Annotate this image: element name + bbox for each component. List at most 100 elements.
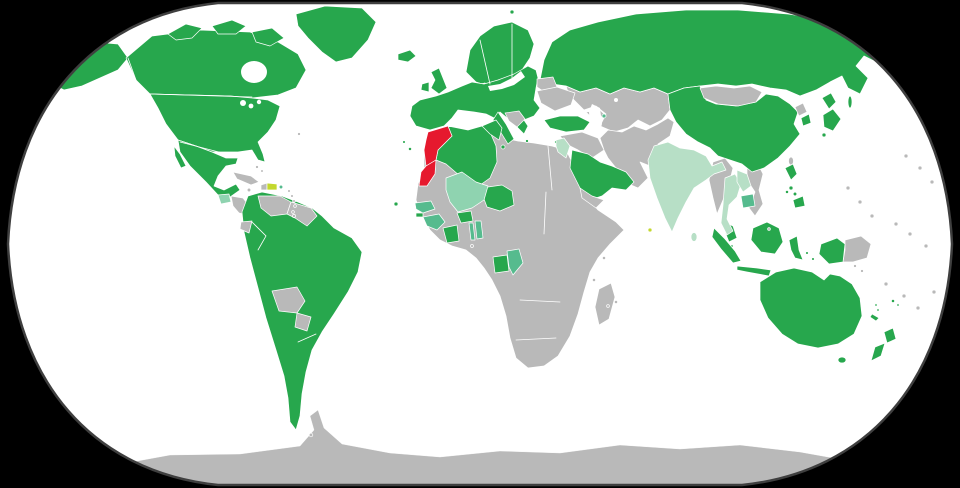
border-chad-sudan [543, 191, 547, 235]
region-new-zealand-south [870, 342, 886, 362]
country-bolivia [271, 286, 306, 314]
country-guinea-bissau [415, 212, 424, 218]
country-greenland [295, 5, 377, 63]
island-sumatra [711, 227, 742, 264]
island-tasmania [837, 356, 847, 364]
projection-outline [6, 1, 954, 487]
island-puerto-rico [278, 184, 284, 190]
region-baffin-island [251, 27, 285, 47]
island-vanuatu-2 [876, 308, 880, 312]
border-libya-egypt [547, 145, 553, 191]
country-paraguay [294, 312, 312, 332]
country-italy [492, 111, 515, 145]
island-pacific-2 [857, 199, 863, 205]
region-baja-california [173, 145, 187, 169]
water-hudson-bay [241, 61, 267, 83]
region-western-sahara [418, 159, 437, 187]
island-svalbard [509, 9, 515, 15]
country-senegal [414, 200, 436, 214]
island-brunei [767, 227, 771, 231]
pale-green-regions [555, 137, 752, 242]
country-laos [736, 169, 752, 193]
island-pacific-4 [903, 153, 909, 159]
island-jamaica [246, 187, 252, 193]
island-maldives [647, 227, 653, 233]
country-madagascar [594, 282, 616, 326]
region-west-new-guinea [818, 237, 846, 265]
island-vanuatu-1 [874, 303, 878, 307]
island-comoros [592, 278, 596, 282]
region-canadian-arctic-1 [167, 23, 203, 41]
island-trinidad [292, 214, 296, 218]
border-south-america-1 [251, 221, 267, 251]
country-papua-new-guinea [842, 235, 872, 263]
island-pacific-8 [907, 231, 913, 237]
island-sakhalin [847, 95, 853, 109]
country-cuba [232, 171, 260, 186]
region-antarctica [59, 409, 913, 485]
island-antilles-2 [290, 194, 294, 198]
country-australia [759, 267, 863, 349]
island-borneo [750, 221, 784, 255]
country-south-korea [800, 113, 812, 127]
country-yemen [579, 187, 605, 209]
water-great-lakes-1 [240, 100, 246, 106]
island-new-caledonia [869, 313, 880, 322]
teal-regions [278, 113, 756, 276]
country-mongolia [699, 85, 763, 107]
country-burkina-faso [456, 210, 474, 224]
water-baltic-sea [488, 71, 525, 91]
island-pacific-3 [869, 213, 875, 219]
region-levant [555, 137, 571, 159]
region-japan-honshu [822, 108, 842, 132]
island-crete [525, 139, 529, 143]
region-canadian-arctic-2 [211, 19, 247, 35]
country-border-lines [127, 23, 561, 343]
region-philippines-visayas-3 [785, 190, 789, 194]
country-congo [506, 248, 524, 276]
region-philippines-luzon [784, 163, 798, 181]
light-teal-regions [217, 171, 489, 213]
inland-water [240, 61, 618, 138]
island-cape-verde [393, 201, 399, 207]
water-aral-sea [614, 98, 618, 102]
region-new-zealand-north [883, 327, 897, 344]
country-russia [539, 9, 905, 97]
island-fiji-2 [896, 303, 900, 307]
island-reunion [606, 304, 610, 308]
island-sicily [500, 144, 506, 150]
island-antilles-5 [291, 210, 295, 214]
country-guinea [422, 213, 446, 231]
country-azerbaijan [601, 113, 607, 119]
region-japan-hokkaido [821, 92, 837, 110]
island-canary [408, 147, 412, 151]
border-southern-africa-1 [519, 299, 561, 303]
border-alaska-canada [127, 57, 137, 81]
border-norway-sweden [479, 39, 491, 85]
country-ivory-coast [442, 224, 460, 244]
region-japan-kyushu [821, 132, 827, 138]
country-united-kingdom [430, 67, 448, 95]
country-benin [474, 220, 484, 240]
island-fiji-1 [891, 299, 895, 303]
yellow-regions [266, 182, 653, 233]
island-madeira [402, 140, 406, 144]
island-pacific-11 [901, 293, 907, 299]
country-north-korea [794, 102, 808, 117]
country-sri-lanka [690, 232, 698, 242]
island-mauritius [614, 300, 618, 304]
region-south-america [241, 191, 363, 431]
water-caspian-sea [589, 104, 602, 138]
country-guatemala [217, 193, 232, 205]
island-antilles-1 [287, 189, 291, 193]
island-solomon-1 [853, 264, 857, 268]
island-solomon-2 [860, 269, 864, 273]
island-pacific-13 [931, 289, 937, 295]
border-us-canada [149, 93, 253, 98]
country-tunisia [481, 119, 503, 141]
island-pacific-10 [883, 281, 889, 287]
island-antilles-3 [292, 199, 296, 203]
water-great-lakes-3 [256, 99, 262, 105]
gray-regions-overlay [239, 76, 937, 438]
